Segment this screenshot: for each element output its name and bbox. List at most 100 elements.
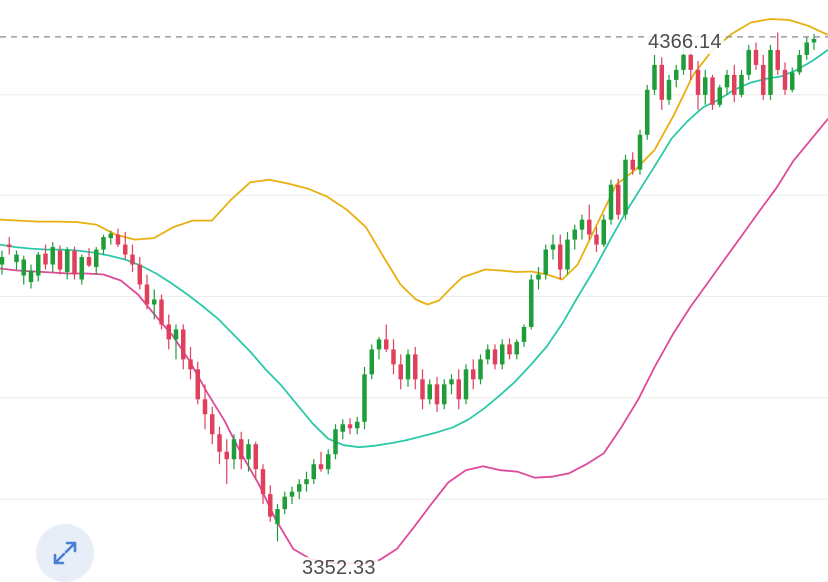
candle bbox=[507, 338, 512, 360]
candle bbox=[347, 418, 353, 435]
candle bbox=[449, 374, 454, 395]
candle-body bbox=[536, 274, 541, 280]
candle-body bbox=[746, 49, 751, 75]
candle-body bbox=[333, 429, 338, 455]
candle bbox=[123, 232, 128, 260]
candles bbox=[0, 32, 817, 542]
candle bbox=[463, 364, 469, 405]
candle bbox=[231, 434, 237, 470]
candle bbox=[645, 84, 650, 140]
candle-body bbox=[115, 234, 121, 245]
candle bbox=[782, 62, 788, 95]
candle bbox=[768, 44, 773, 100]
candle-body bbox=[181, 329, 186, 360]
candle bbox=[79, 254, 84, 285]
candle bbox=[804, 37, 809, 60]
candle-body bbox=[108, 233, 113, 239]
candle-body bbox=[384, 339, 389, 350]
candle-body bbox=[144, 284, 150, 305]
candle-body bbox=[485, 349, 490, 360]
candle-body bbox=[398, 364, 403, 380]
candle bbox=[420, 369, 425, 410]
candle-body bbox=[347, 424, 353, 429]
bollinger-bands bbox=[0, 18, 828, 565]
candle-body bbox=[130, 254, 135, 265]
candle bbox=[28, 264, 34, 289]
expand-button[interactable] bbox=[36, 524, 94, 582]
candle-body bbox=[471, 369, 476, 380]
candle-body bbox=[775, 49, 780, 70]
candle-body bbox=[804, 42, 809, 55]
candle bbox=[268, 485, 273, 522]
candle bbox=[666, 74, 672, 105]
candle-body bbox=[86, 257, 92, 266]
candle-body bbox=[202, 399, 208, 415]
candle-body bbox=[79, 257, 84, 280]
candle bbox=[297, 479, 302, 500]
candle-body bbox=[326, 454, 331, 470]
candle bbox=[550, 234, 556, 260]
candle bbox=[246, 439, 251, 472]
candle-body bbox=[14, 254, 19, 263]
candle-body bbox=[260, 469, 266, 495]
candle bbox=[529, 274, 534, 330]
candle bbox=[514, 339, 519, 360]
candle-body bbox=[442, 384, 447, 405]
candle-body bbox=[36, 254, 41, 276]
candle-body bbox=[630, 159, 635, 170]
candle bbox=[710, 74, 715, 110]
candle-body bbox=[318, 464, 324, 470]
candle bbox=[652, 54, 657, 95]
candle bbox=[579, 214, 585, 240]
candle-body bbox=[427, 384, 432, 400]
candle-body bbox=[195, 369, 200, 400]
candle-body bbox=[28, 270, 34, 283]
candle-body bbox=[340, 424, 345, 432]
candle-body bbox=[579, 219, 585, 230]
candle-body bbox=[616, 184, 621, 215]
candle-body bbox=[507, 344, 512, 355]
candle bbox=[115, 228, 121, 248]
candle bbox=[398, 354, 403, 390]
candle bbox=[775, 32, 780, 75]
candle bbox=[391, 339, 396, 375]
candle bbox=[311, 459, 316, 485]
candle-body bbox=[768, 49, 773, 95]
candle bbox=[166, 314, 171, 350]
candle-body bbox=[246, 444, 251, 460]
candle bbox=[282, 491, 287, 515]
candle bbox=[7, 237, 12, 255]
candle-body bbox=[724, 74, 730, 88]
candle-body bbox=[717, 87, 722, 105]
candle-body bbox=[732, 74, 737, 95]
candle-body bbox=[7, 244, 12, 248]
candle-body bbox=[369, 349, 374, 375]
candle-body bbox=[137, 264, 142, 285]
candle-body bbox=[550, 244, 556, 250]
candle bbox=[369, 344, 374, 380]
candle-body bbox=[123, 244, 128, 255]
candle bbox=[732, 64, 737, 103]
candle-body bbox=[173, 329, 179, 340]
candle bbox=[413, 346, 418, 390]
candle-body bbox=[391, 349, 396, 365]
candle-body bbox=[761, 64, 766, 95]
candle bbox=[202, 384, 208, 430]
candle bbox=[717, 84, 722, 108]
candle-body bbox=[0, 257, 5, 265]
candle-body bbox=[268, 494, 273, 517]
candle-body bbox=[376, 339, 382, 350]
candle-body bbox=[797, 54, 802, 73]
candle-body bbox=[558, 244, 563, 270]
candle bbox=[173, 324, 179, 360]
candle bbox=[340, 419, 345, 440]
candle-body bbox=[587, 219, 592, 235]
candle-body bbox=[782, 69, 788, 90]
candle bbox=[159, 294, 164, 330]
candle-body bbox=[210, 414, 215, 435]
candle-body bbox=[710, 77, 715, 105]
candle-body bbox=[413, 354, 418, 380]
candle bbox=[333, 424, 338, 460]
candle-body bbox=[434, 384, 440, 405]
candle-body bbox=[695, 69, 701, 95]
